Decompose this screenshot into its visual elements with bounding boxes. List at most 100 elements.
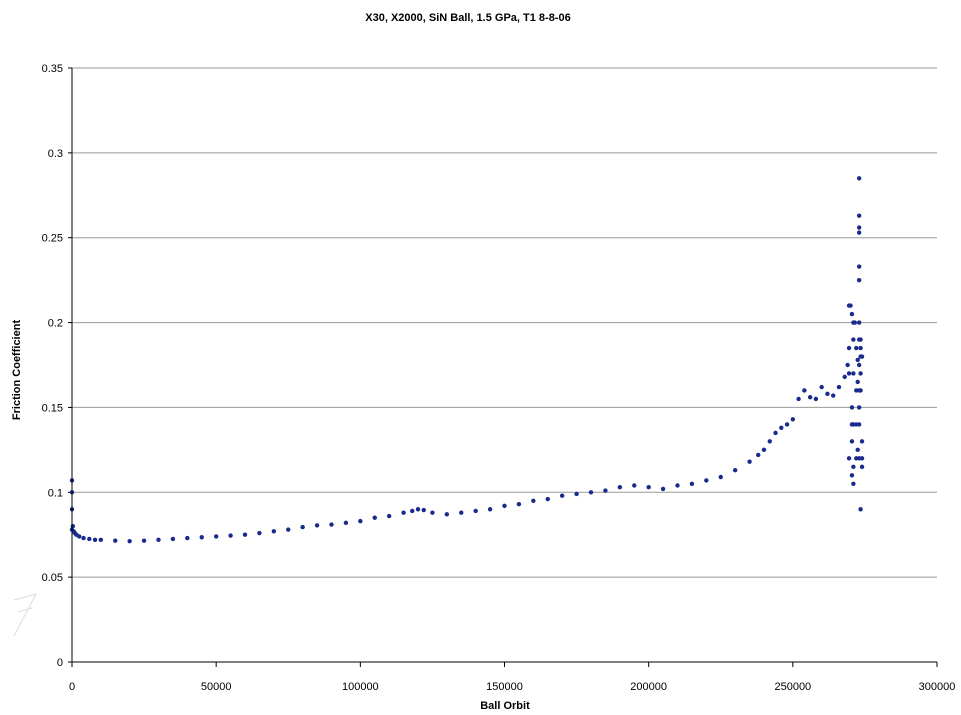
data-point — [845, 362, 850, 368]
data-point — [859, 464, 865, 470]
data-point — [854, 456, 859, 461]
data-point — [856, 230, 862, 235]
data-point — [831, 393, 836, 398]
data-point — [849, 405, 855, 410]
data-point — [855, 357, 860, 363]
data-point — [856, 277, 862, 283]
data-point — [386, 513, 392, 519]
data-point — [675, 483, 680, 488]
chart-title: X30, X2000, SiN Ball, 1.5 GPa, T1 8-8-06 — [365, 12, 570, 24]
data-point — [343, 520, 349, 526]
data-point — [545, 496, 550, 502]
data-point — [718, 474, 723, 480]
data-point — [213, 534, 219, 539]
data-point — [855, 447, 860, 453]
data-point — [70, 524, 76, 529]
data-point — [92, 537, 98, 543]
data-point — [410, 508, 415, 514]
data-point — [185, 535, 190, 541]
data-point — [487, 507, 493, 512]
data-point — [858, 371, 863, 376]
data-point — [401, 510, 406, 515]
data-point — [858, 337, 863, 342]
data-point — [358, 518, 363, 524]
data-point — [329, 522, 334, 527]
data-point — [242, 532, 248, 537]
data-point — [516, 501, 522, 507]
data-point — [502, 503, 507, 509]
watermark-logo — [13, 593, 37, 637]
data-point — [836, 384, 842, 390]
x-tick-label: 150000 — [486, 681, 523, 693]
y-axis-ticks: 0 0.05 0.1 0.15 0.2 0.25 0.3 0.35 — [42, 63, 72, 669]
y-tick-label: 0.2 — [48, 318, 63, 330]
data-point — [849, 439, 855, 444]
data-point — [372, 515, 377, 520]
data-point — [141, 538, 147, 543]
data-point — [430, 510, 435, 515]
x-axis-ticks: 0 50000 100000 150000 200000 250000 300000 — [69, 662, 955, 693]
data-point — [156, 537, 161, 543]
data-point — [199, 535, 204, 540]
data-point — [859, 456, 865, 461]
x-axis-title: Ball Orbit — [480, 700, 530, 712]
data-point — [846, 456, 852, 461]
data-point — [851, 481, 856, 486]
data-point — [856, 362, 862, 368]
y-tick-label: 0.3 — [48, 148, 63, 160]
data-point — [767, 439, 772, 444]
data-point — [559, 493, 565, 498]
data-point — [588, 490, 594, 495]
data-point — [856, 320, 862, 325]
data-point — [846, 371, 852, 376]
data-point — [444, 512, 450, 517]
data-point — [856, 213, 862, 218]
data-point — [796, 396, 801, 402]
data-point — [228, 533, 233, 538]
data-point — [802, 388, 807, 393]
data-point — [846, 303, 852, 308]
y-tick-label: 0.15 — [42, 402, 63, 414]
data-point — [855, 379, 860, 385]
data-point — [790, 417, 796, 422]
data-point — [854, 345, 859, 351]
data-point — [846, 345, 852, 351]
data-point — [756, 452, 761, 458]
data-point — [473, 508, 478, 514]
data-point — [257, 530, 262, 536]
x-tick-label: 200000 — [630, 681, 667, 693]
data-point — [842, 374, 847, 380]
y-tick-label: 0.05 — [42, 572, 63, 584]
data-point — [849, 311, 855, 317]
data-point — [87, 536, 92, 542]
x-tick-label: 50000 — [201, 681, 232, 693]
data-point — [851, 464, 856, 470]
x-tick-label: 300000 — [919, 681, 956, 693]
data-point — [856, 405, 862, 410]
data-point — [459, 510, 464, 515]
data-point — [856, 264, 862, 269]
y-axis-title: Friction Coefficient — [11, 320, 23, 421]
data-point — [856, 176, 862, 181]
data-point — [314, 523, 320, 528]
y-gridlines — [72, 67, 937, 578]
data-point — [851, 337, 856, 342]
data-point — [851, 320, 856, 325]
data-point — [271, 529, 277, 534]
data-point — [854, 422, 859, 427]
x-tick-label: 0 — [69, 681, 75, 693]
data-point — [603, 488, 608, 493]
data-point — [858, 354, 863, 359]
y-tick-label: 0.35 — [42, 63, 63, 75]
data-point — [813, 396, 819, 402]
data-point — [784, 422, 790, 427]
data-point — [858, 345, 863, 351]
y-tick-label: 0.1 — [48, 487, 63, 499]
data-point — [773, 430, 778, 436]
data-point — [300, 524, 305, 530]
data-point — [689, 481, 695, 486]
data-point — [807, 395, 813, 400]
x-tick-label: 250000 — [774, 681, 811, 693]
data-point — [859, 439, 865, 444]
